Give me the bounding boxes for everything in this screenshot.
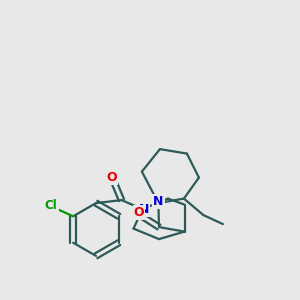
Text: N: N [139,202,149,216]
Text: Cl: Cl [45,199,58,212]
Text: N: N [153,195,164,208]
Text: O: O [106,171,117,184]
Text: O: O [134,206,144,219]
